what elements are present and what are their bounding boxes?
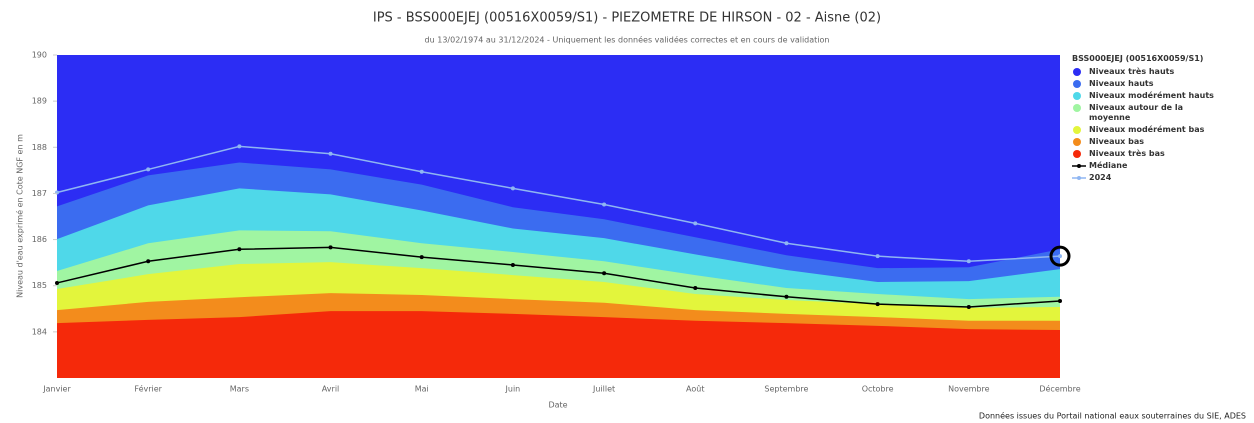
legend-label: Médiane bbox=[1089, 161, 1128, 170]
line bbox=[56, 145, 1061, 263]
line-point bbox=[146, 259, 151, 264]
line-point bbox=[693, 286, 698, 291]
line-point bbox=[784, 294, 789, 299]
legend-label: Niveaux hauts bbox=[1089, 79, 1154, 88]
line-point bbox=[784, 241, 789, 246]
legend-dot bbox=[1077, 176, 1081, 180]
line-point bbox=[55, 280, 59, 285]
legend-dot bbox=[1073, 80, 1081, 88]
legend-item[interactable]: 2024 bbox=[1072, 173, 1222, 183]
legend-swatch bbox=[1073, 150, 1081, 158]
x-tick-label: Septembre bbox=[764, 385, 808, 394]
line-point bbox=[146, 167, 151, 172]
x-tick-label: Mars bbox=[230, 385, 249, 394]
legend-dot bbox=[1073, 68, 1081, 76]
line-point bbox=[966, 304, 971, 309]
x-tick-label: Août bbox=[686, 385, 704, 394]
line-point bbox=[419, 169, 424, 174]
line-point bbox=[1058, 254, 1062, 259]
legend-swatch bbox=[1073, 138, 1081, 146]
legend-swatch bbox=[1073, 126, 1081, 134]
y-axis-title: Niveau d'eau exprimé en Cote NGF en m bbox=[15, 134, 25, 298]
line-point bbox=[602, 202, 607, 207]
highlight-ring bbox=[1049, 245, 1071, 267]
x-tick-label: Février bbox=[134, 384, 162, 394]
legend-dot bbox=[1073, 150, 1081, 158]
line-point bbox=[875, 254, 880, 259]
legend-label: Niveaux très bas bbox=[1089, 149, 1165, 158]
x-tick-label: Juin bbox=[505, 385, 521, 394]
legend-item[interactable]: Niveaux hauts bbox=[1072, 79, 1222, 89]
legend-swatch bbox=[1072, 176, 1086, 180]
plot-area bbox=[55, 55, 1062, 378]
legend-item[interactable]: Médiane bbox=[1072, 161, 1222, 171]
legend-label: 2024 bbox=[1089, 173, 1112, 182]
x-axis-title: Date bbox=[548, 401, 567, 410]
legend-label: Niveaux très hauts bbox=[1089, 67, 1175, 76]
y-tick-label: 184 bbox=[32, 327, 47, 336]
y-tick-label: 185 bbox=[32, 281, 47, 290]
legend-item[interactable]: Niveaux modérément hauts bbox=[1072, 91, 1222, 101]
line-point bbox=[510, 186, 515, 191]
legend-item[interactable]: Niveaux autour de la moyenne bbox=[1072, 103, 1222, 123]
legend-dot bbox=[1077, 164, 1081, 168]
y-tick-label: 186 bbox=[32, 235, 47, 244]
credit: Données issues du Portail national eaux … bbox=[979, 411, 1246, 421]
legend-swatch bbox=[1073, 68, 1081, 76]
line-point bbox=[1058, 298, 1062, 303]
line-point bbox=[602, 271, 607, 276]
legend-dot bbox=[1073, 92, 1081, 100]
y-tick-label: 187 bbox=[32, 189, 47, 198]
line-point bbox=[966, 259, 971, 264]
line-point bbox=[510, 262, 515, 267]
legend-item[interactable]: Niveaux très bas bbox=[1072, 149, 1222, 159]
x-tick-label: Novembre bbox=[948, 385, 990, 394]
legend-swatch bbox=[1073, 80, 1081, 88]
line-point bbox=[237, 247, 242, 252]
legend-dot bbox=[1073, 138, 1081, 146]
legend-title: BSS000EJEJ (00516X0059/S1) bbox=[1072, 54, 1204, 63]
x-tick-label: Janvier bbox=[42, 385, 71, 394]
chart-title: IPS - BSS000EJEJ (00516X0059/S1) - PIEZO… bbox=[373, 11, 881, 26]
line-point bbox=[693, 221, 698, 226]
line-point bbox=[875, 302, 880, 307]
legend-item[interactable]: Niveaux bas bbox=[1072, 137, 1222, 147]
y-tick-label: 190 bbox=[32, 51, 47, 60]
legend-dot bbox=[1073, 126, 1081, 134]
x-tick-label: Juillet bbox=[592, 385, 615, 394]
legend-swatch bbox=[1072, 164, 1086, 168]
line-point bbox=[328, 245, 333, 250]
legend-label: Niveaux modérément bas bbox=[1089, 125, 1205, 134]
legend-item[interactable]: Niveaux modérément bas bbox=[1072, 125, 1222, 135]
legend-swatch bbox=[1073, 92, 1081, 100]
legend-swatch bbox=[1073, 104, 1081, 112]
x-tick-label: Octobre bbox=[862, 385, 894, 394]
legend-label: Niveaux autour de la moyenne bbox=[1089, 103, 1184, 122]
legend: BSS000EJEJ (00516X0059/S1) Niveaux très … bbox=[1072, 54, 1222, 185]
x-tick-label: Mai bbox=[415, 385, 429, 394]
legend-item[interactable]: Niveaux très hauts bbox=[1072, 67, 1222, 77]
x-tick-label: Avril bbox=[322, 385, 339, 394]
band-area bbox=[57, 311, 1060, 378]
x-tick-label: Décembre bbox=[1039, 384, 1080, 394]
chart-subtitle: du 13/02/1974 au 31/12/2024 - Uniquement… bbox=[425, 35, 830, 45]
y-tick-label: 188 bbox=[32, 143, 47, 152]
legend-label: Niveaux bas bbox=[1089, 137, 1145, 146]
legend-label: Niveaux modérément hauts bbox=[1089, 91, 1214, 100]
line bbox=[56, 246, 1061, 308]
legend-dot bbox=[1073, 104, 1081, 112]
line-point bbox=[237, 144, 242, 149]
y-tick-label: 189 bbox=[32, 97, 47, 106]
line-point bbox=[419, 255, 424, 260]
line-point bbox=[328, 151, 333, 156]
